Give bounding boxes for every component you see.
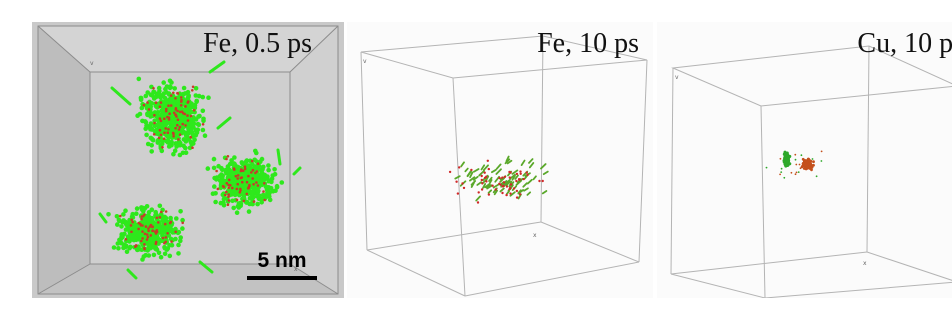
scattered-atoms: [448, 155, 549, 204]
box-left-face: [38, 26, 90, 294]
scale-bar-line: [247, 276, 317, 280]
simulation-box-wireframe: [360, 35, 648, 297]
panel-fe-0-5ps: v x Fe, 0.5 ps 5 nm: [32, 22, 344, 298]
panel-cu-10ps: v x Cu, 10 ps: [657, 22, 952, 298]
box-top-face: [38, 26, 338, 72]
axis-tick-marker: x: [294, 266, 298, 273]
cu-10ps-render: [670, 45, 952, 298]
simulation-box-wireframe: [670, 45, 952, 298]
scale-bar: 5 nm: [244, 248, 320, 292]
box-bottom-face: [38, 264, 338, 294]
axis-tick-marker: x: [533, 232, 537, 239]
panel-label: Fe, 0.5 ps: [203, 28, 312, 59]
scale-bar-label: 5 nm: [257, 249, 307, 272]
atom-cluster: [98, 60, 302, 280]
axis-tick-marker: v: [675, 74, 679, 81]
fe-10ps-render: [360, 35, 648, 297]
panel-label: Fe, 10 ps: [537, 28, 639, 59]
axis-tick-marker: v: [90, 60, 94, 67]
box-right-face: [290, 26, 338, 294]
axis-tick-marker: v: [363, 58, 367, 65]
precipitate-cluster: [765, 150, 823, 179]
fe-0-5ps-render: [32, 22, 344, 298]
box-edges: [37, 25, 339, 295]
panel-fe-10ps: v x Fe, 10 ps: [347, 22, 653, 298]
axis-tick-marker: x: [863, 260, 867, 267]
panel-label: Cu, 10 ps: [857, 28, 952, 59]
